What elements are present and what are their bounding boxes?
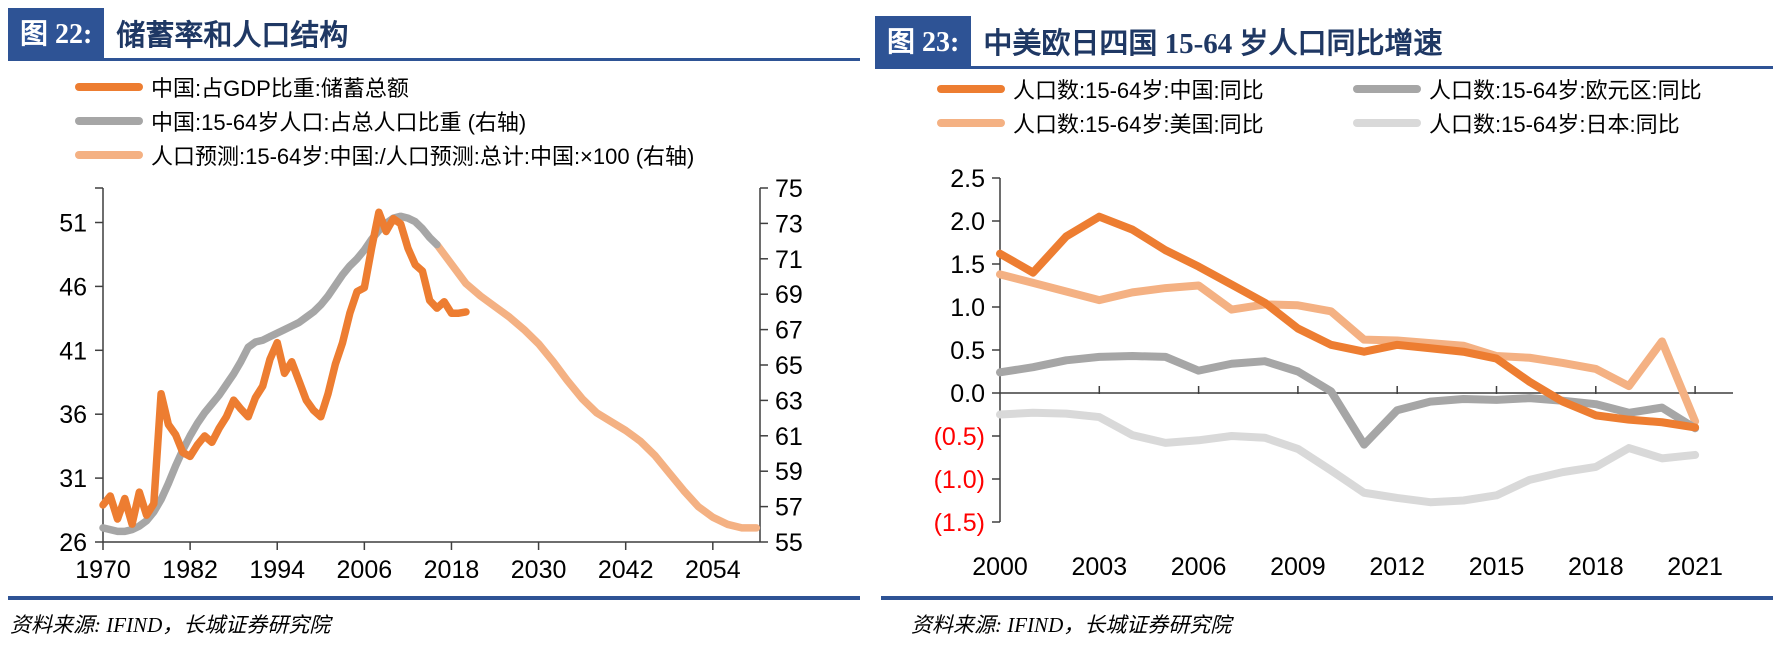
figure-23-footer-rule	[881, 596, 1773, 600]
legend-label: 人口数:15-64岁:美国:同比	[1013, 112, 1264, 137]
figure-22-source: 资料来源: IFIND，长城证券研究院	[10, 613, 331, 637]
svg-text:31: 31	[59, 465, 87, 493]
figure-22-badge: 图 22:	[8, 8, 105, 58]
legend-label: 人口数:15-64岁:日本:同比	[1429, 112, 1680, 137]
svg-text:2018: 2018	[424, 556, 480, 584]
legend-label: 人口数:15-64岁:中国:同比	[1013, 78, 1264, 103]
savings-rate-population-chart: 26 31 36 41 46 51 55 57 59 61 63 65 67 69 71 73 75 1970 19…	[59, 175, 803, 584]
svg-text:(0.5): (0.5)	[934, 423, 985, 451]
svg-text:2000: 2000	[972, 553, 1028, 581]
legend-label: 中国:占GDP比重:储蓄总额	[151, 76, 409, 101]
svg-text:2006: 2006	[1171, 553, 1227, 581]
svg-text:2009: 2009	[1270, 553, 1326, 581]
svg-text:73: 73	[775, 210, 803, 238]
svg-text:1982: 1982	[162, 556, 218, 584]
eurozone-line-swatch	[1353, 85, 1421, 93]
legend-item: 人口数:15-64岁:美国:同比	[937, 106, 1353, 140]
us-line-swatch	[937, 119, 1005, 127]
svg-text:(1.0): (1.0)	[934, 466, 985, 494]
legend-item: 人口数:15-64岁:中国:同比	[937, 72, 1353, 106]
figure-22-header: 图 22: 储蓄率和人口结构	[8, 8, 860, 61]
legend-label: 人口预测:15-64岁:中国:/人口预测:总计:中国:×100 (右轴)	[151, 144, 695, 169]
svg-text:55: 55	[775, 529, 803, 557]
svg-text:67: 67	[775, 317, 803, 345]
svg-text:2003: 2003	[1071, 553, 1127, 581]
legend-item: 中国:占GDP比重:储蓄总额	[75, 70, 694, 104]
svg-text:46: 46	[59, 273, 87, 301]
svg-text:75: 75	[775, 175, 803, 203]
figure-23-source: 资料来源: IFIND，长城证券研究院	[911, 613, 1232, 637]
population-growth-comparison-chart: 2.5 2.0 1.5 1.0 0.5 0.0 (0.5) (1.0) (1.5) 2000 200…	[934, 165, 1733, 581]
light-orange-line-swatch	[75, 151, 143, 159]
svg-text:2030: 2030	[511, 556, 567, 584]
svg-text:26: 26	[59, 529, 87, 557]
svg-text:2018: 2018	[1568, 553, 1624, 581]
orange-line-swatch	[75, 83, 143, 91]
china-line-swatch	[937, 85, 1005, 93]
legend-item: 人口预测:15-64岁:中国:/人口预测:总计:中国:×100 (右轴)	[75, 138, 694, 172]
figure-23-legend: 人口数:15-64岁:中国:同比 人口数:15-64岁:欧元区:同比 人口数:1…	[937, 72, 1702, 140]
figure-22-footer-rule	[8, 596, 860, 600]
svg-text:41: 41	[59, 337, 87, 365]
legend-item: 中国:15-64岁人口:占总人口比重 (右轴)	[75, 104, 694, 138]
svg-text:1.5: 1.5	[950, 251, 985, 279]
gray-line-swatch	[75, 117, 143, 125]
legend-item: 人口数:15-64岁:日本:同比	[1353, 106, 1702, 140]
figure-23-header: 图 23: 中美欧日四国 15-64 岁人口同比增速	[875, 16, 1773, 69]
figure-23-badge: 图 23:	[875, 16, 972, 66]
svg-text:1970: 1970	[75, 556, 131, 584]
svg-text:2.0: 2.0	[950, 208, 985, 236]
svg-text:69: 69	[775, 281, 803, 309]
svg-text:(1.5): (1.5)	[934, 509, 985, 537]
svg-text:2012: 2012	[1369, 553, 1425, 581]
svg-text:61: 61	[775, 423, 803, 451]
svg-text:2006: 2006	[337, 556, 393, 584]
figure-22-title: 储蓄率和人口结构	[116, 20, 349, 52]
svg-text:0.5: 0.5	[950, 337, 985, 365]
legend-item: 人口数:15-64岁:欧元区:同比	[1353, 72, 1702, 106]
legend-label: 中国:15-64岁人口:占总人口比重 (右轴)	[151, 110, 527, 135]
svg-text:2.5: 2.5	[950, 165, 985, 193]
svg-text:59: 59	[775, 458, 803, 486]
svg-text:57: 57	[775, 494, 803, 522]
svg-text:1.0: 1.0	[950, 294, 985, 322]
figure-22-legend: 中国:占GDP比重:储蓄总额 中国:15-64岁人口:占总人口比重 (右轴) 人…	[75, 70, 694, 172]
legend-label: 人口数:15-64岁:欧元区:同比	[1429, 78, 1702, 103]
svg-text:1994: 1994	[249, 556, 305, 584]
japan-line-swatch	[1353, 119, 1421, 127]
svg-text:2021: 2021	[1667, 553, 1723, 581]
figure-23-title: 中美欧日四国 15-64 岁人口同比增速	[983, 28, 1443, 60]
svg-text:51: 51	[59, 210, 87, 238]
svg-text:0.0: 0.0	[950, 380, 985, 408]
svg-text:2042: 2042	[598, 556, 654, 584]
svg-text:2015: 2015	[1469, 553, 1525, 581]
svg-text:2054: 2054	[685, 556, 741, 584]
svg-text:71: 71	[775, 246, 803, 274]
svg-text:63: 63	[775, 387, 803, 415]
svg-text:36: 36	[59, 401, 87, 429]
svg-text:65: 65	[775, 352, 803, 380]
